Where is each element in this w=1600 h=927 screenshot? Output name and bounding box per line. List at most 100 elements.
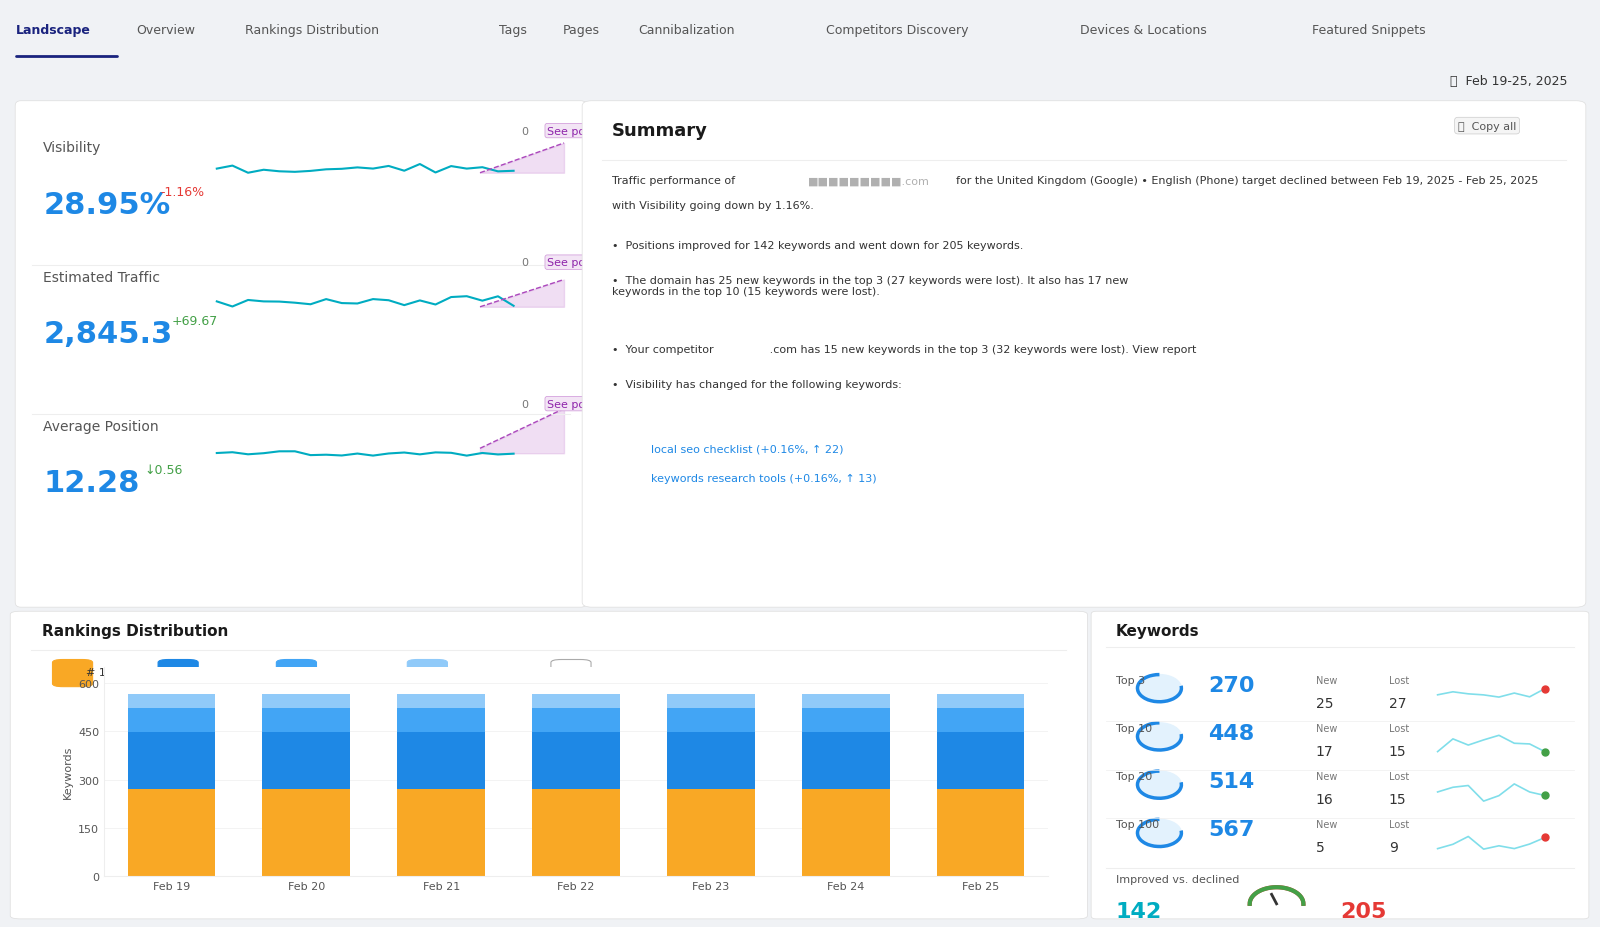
Text: 142: 142 — [1115, 901, 1162, 921]
Text: 514: 514 — [1208, 771, 1254, 792]
Circle shape — [1138, 771, 1181, 798]
Text: 0: 0 — [522, 126, 528, 136]
Text: # 21-100: # 21-100 — [442, 667, 493, 677]
Bar — [802, 708, 890, 732]
Text: Traffic performance of: Traffic performance of — [611, 176, 734, 186]
Text: ■■■■■■■■■.com: ■■■■■■■■■.com — [808, 176, 930, 186]
Bar — [128, 708, 216, 732]
Text: # 4-10: # 4-10 — [192, 667, 230, 677]
Text: Landscape: Landscape — [16, 23, 91, 37]
Text: 270: 270 — [1208, 675, 1254, 695]
Bar — [936, 694, 1024, 708]
Text: +69.67: +69.67 — [173, 315, 218, 328]
Text: New: New — [1315, 771, 1338, 781]
Text: Lost: Lost — [1389, 819, 1410, 830]
Text: -1.16%: -1.16% — [160, 186, 205, 199]
Text: Top 100: Top 100 — [1115, 819, 1158, 830]
Text: with Visibility going down by 1.16%.: with Visibility going down by 1.16%. — [611, 201, 813, 210]
Text: Improved vs. declined: Improved vs. declined — [1115, 873, 1238, 883]
Bar — [667, 732, 755, 790]
Bar — [533, 708, 619, 732]
Bar — [262, 708, 350, 732]
Text: Average Position: Average Position — [43, 419, 158, 433]
Text: •  The domain has 25 new keywords in the top 3 (27 keywords were lost). It also : • The domain has 25 new keywords in the … — [611, 275, 1128, 297]
Y-axis label: Keywords: Keywords — [62, 745, 72, 798]
Bar — [667, 790, 755, 876]
FancyBboxPatch shape — [277, 660, 317, 687]
Text: 448: 448 — [1208, 723, 1254, 743]
Text: Keywords: Keywords — [1115, 624, 1198, 639]
Text: See potential: See potential — [547, 400, 621, 409]
Circle shape — [1138, 675, 1181, 702]
Bar — [262, 732, 350, 790]
Bar — [397, 732, 485, 790]
Bar — [936, 732, 1024, 790]
FancyBboxPatch shape — [550, 660, 590, 687]
Bar — [802, 732, 890, 790]
FancyBboxPatch shape — [582, 102, 1586, 607]
Text: 12.28: 12.28 — [43, 469, 139, 498]
Bar — [533, 694, 619, 708]
FancyBboxPatch shape — [158, 660, 198, 687]
Text: Competitors Discovery: Competitors Discovery — [826, 23, 968, 37]
Circle shape — [1138, 723, 1181, 750]
Text: Rankings Distribution: Rankings Distribution — [245, 23, 379, 37]
Circle shape — [1138, 819, 1181, 846]
Text: 205: 205 — [1341, 901, 1386, 921]
Text: # 11-20: # 11-20 — [310, 667, 355, 677]
Text: 28.95%: 28.95% — [43, 191, 171, 220]
FancyBboxPatch shape — [10, 612, 1088, 919]
Bar — [262, 790, 350, 876]
Text: Lost: Lost — [1389, 771, 1410, 781]
Text: Tags: Tags — [499, 23, 526, 37]
Text: 🗋  Copy all: 🗋 Copy all — [1458, 121, 1517, 132]
Text: Lost: Lost — [1389, 723, 1410, 733]
Bar — [128, 790, 216, 876]
Text: for the United Kingdom (Google) • English (Phone) target declined between Feb 19: for the United Kingdom (Google) • Englis… — [957, 176, 1539, 186]
Text: New: New — [1315, 723, 1338, 733]
Text: Overview: Overview — [136, 23, 195, 37]
Text: •  Your competitor                .com has 15 new keywords in the top 3 (32 keyw: • Your competitor .com has 15 new keywor… — [611, 345, 1197, 355]
Text: 5: 5 — [1315, 841, 1325, 855]
Text: Summary: Summary — [611, 121, 707, 139]
Bar — [667, 708, 755, 732]
Text: 0: 0 — [522, 400, 528, 409]
Text: New: New — [1315, 819, 1338, 830]
Bar — [533, 790, 619, 876]
Text: keywords research tools (+0.16%, ↑ 13): keywords research tools (+0.16%, ↑ 13) — [651, 474, 877, 484]
Text: 16: 16 — [1315, 793, 1333, 806]
Text: 25: 25 — [1315, 696, 1333, 710]
Text: Estimated Traffic: Estimated Traffic — [43, 271, 160, 285]
FancyBboxPatch shape — [53, 660, 93, 687]
Bar — [667, 694, 755, 708]
Bar — [936, 708, 1024, 732]
Bar — [128, 732, 216, 790]
Bar — [802, 790, 890, 876]
Text: 15: 15 — [1389, 744, 1406, 758]
Text: See potential: See potential — [547, 126, 621, 136]
Text: 15: 15 — [1389, 793, 1406, 806]
Text: local seo checklist (+0.16%, ↑ 22): local seo checklist (+0.16%, ↑ 22) — [651, 444, 843, 454]
Text: 0: 0 — [522, 258, 528, 268]
Text: See potential: See potential — [547, 258, 621, 268]
Text: 27: 27 — [1389, 696, 1406, 710]
Text: Out of top 100: Out of top 100 — [584, 667, 666, 677]
Bar — [128, 694, 216, 708]
Text: 2,845.3: 2,845.3 — [43, 320, 173, 349]
Text: Cannibalization: Cannibalization — [638, 23, 734, 37]
Text: Rankings Distribution: Rankings Distribution — [42, 624, 229, 639]
Text: ↓0.56: ↓0.56 — [144, 464, 182, 476]
Bar — [802, 694, 890, 708]
Text: New: New — [1315, 675, 1338, 685]
Text: Visibility: Visibility — [43, 141, 101, 156]
Text: Top 3: Top 3 — [1115, 675, 1144, 685]
Bar — [936, 790, 1024, 876]
Bar — [262, 694, 350, 708]
Text: Pages: Pages — [563, 23, 600, 37]
Text: Top 10: Top 10 — [1115, 723, 1152, 733]
Bar — [397, 790, 485, 876]
FancyBboxPatch shape — [408, 660, 448, 687]
Text: Top 20: Top 20 — [1115, 771, 1152, 781]
Text: •  Visibility has changed for the following keywords:: • Visibility has changed for the followi… — [611, 379, 901, 389]
Text: 9: 9 — [1389, 841, 1398, 855]
